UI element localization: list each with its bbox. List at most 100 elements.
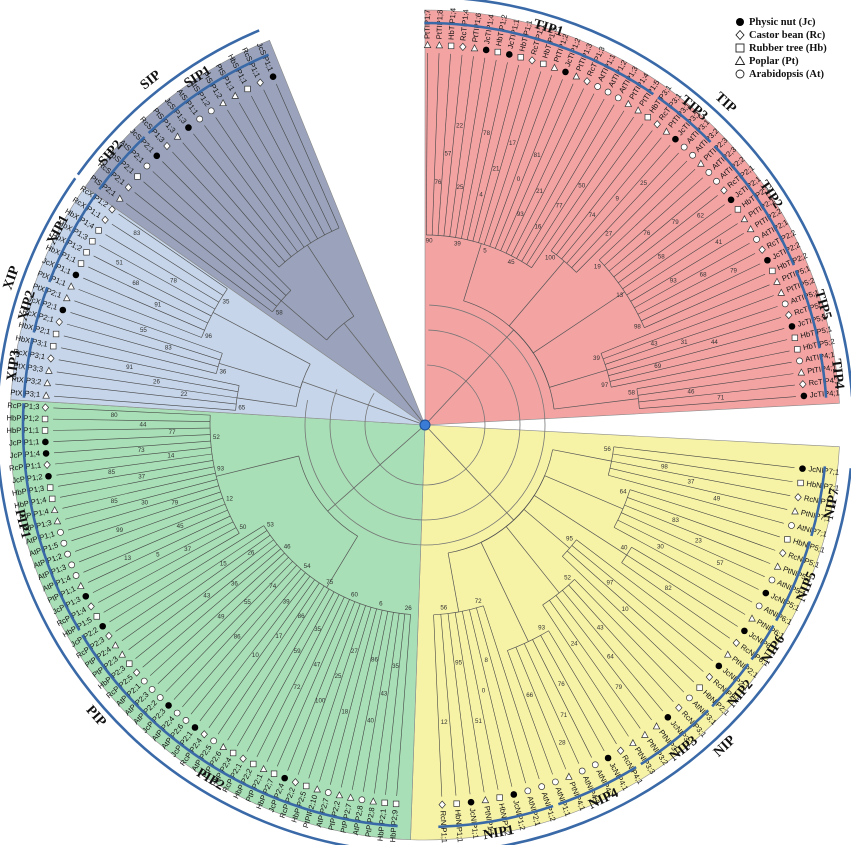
- leaf-branch: [172, 151, 280, 268]
- bootstrap-value: 79: [672, 219, 679, 226]
- bootstrap-value: 44: [140, 421, 147, 428]
- castor-bean-marker: [720, 186, 728, 195]
- leaf-branch: [613, 446, 795, 469]
- leaf-branch: [621, 512, 765, 577]
- clade-branch: [553, 398, 639, 410]
- bootstrap-value: 77: [556, 202, 563, 209]
- poplar-marker: [624, 99, 633, 107]
- bootstrap-value: 0: [482, 687, 486, 694]
- rubber-tree-marker: [494, 48, 501, 56]
- leaf-branch: [566, 145, 671, 264]
- bootstrap-value: 25: [457, 184, 464, 191]
- bootstrap-value: 93: [517, 211, 524, 218]
- arabidopsis-marker: [614, 94, 622, 102]
- tree-branches: [53, 53, 796, 797]
- bootstrap-value: 90: [426, 238, 433, 245]
- leaf-branch: [83, 509, 228, 573]
- physic-nut-marker: [482, 46, 490, 54]
- bootstrap-value: 12: [441, 719, 448, 726]
- leaf-branch: [65, 479, 218, 520]
- bootstrap-value: 50: [578, 182, 585, 189]
- leaf-branch: [609, 339, 788, 382]
- poplar-marker: [76, 581, 85, 589]
- leaf-branch: [476, 607, 526, 784]
- leaf-branch: [78, 289, 202, 338]
- bootstrap-value: 30: [657, 543, 664, 550]
- leaf-branch: [626, 223, 738, 296]
- leaf-branch: [571, 545, 713, 662]
- clade-branch: [281, 300, 327, 341]
- bootstrap-value: 72: [294, 684, 301, 691]
- leaf-branch: [143, 181, 282, 301]
- arabidopsis-marker: [324, 789, 332, 796]
- rubber-tree-marker: [769, 267, 776, 275]
- leaf-branch: [79, 503, 226, 563]
- sector-pip: [9, 399, 426, 841]
- leaf-branch: [385, 613, 406, 795]
- leaf-branch: [75, 497, 223, 552]
- bootstrap-value: 30: [141, 500, 148, 507]
- leaf-branch: [505, 88, 584, 254]
- leaf-branch: [162, 161, 292, 291]
- arabidopsis-marker: [713, 177, 720, 185]
- poplar-marker: [470, 44, 479, 52]
- poplar-marker: [773, 562, 782, 570]
- bootstrap-value: 86: [298, 613, 305, 620]
- bootstrap-value: 82: [665, 585, 672, 592]
- leaf-branch: [549, 600, 641, 729]
- poplar-marker: [662, 127, 671, 135]
- group-branch: [424, 424, 514, 521]
- leaf-branch: [524, 643, 580, 764]
- poplar-marker: [797, 368, 806, 376]
- clade-branch: [534, 495, 627, 556]
- physic-nut-marker: [153, 152, 161, 160]
- bootstrap-value: 71: [560, 712, 567, 719]
- poplar-marker: [369, 797, 378, 805]
- leaf-branch: [115, 530, 268, 632]
- bootstrap-value: 85: [108, 469, 115, 476]
- bootstrap-value: 4: [479, 191, 483, 198]
- castor-bean-marker: [732, 638, 740, 648]
- clade-branch: [523, 509, 570, 549]
- bootstrap-value: 76: [643, 230, 650, 237]
- physic-nut-marker: [45, 472, 52, 480]
- leaf-branch: [500, 83, 574, 251]
- castor-bean-marker: [132, 668, 141, 677]
- leaf-branch: [58, 359, 238, 393]
- bootstrap-labels: 9076572225397842117508193214516775010074…: [108, 123, 737, 747]
- leaf-branch: [208, 579, 315, 728]
- bootstrap-value: 25: [640, 180, 647, 187]
- rubber-tree-marker: [244, 85, 251, 93]
- clade-arc: [298, 455, 328, 512]
- group-branch: [343, 323, 426, 426]
- poplar-marker: [219, 742, 228, 751]
- leaf-branch: [53, 427, 211, 431]
- leaf-branch: [454, 612, 485, 793]
- bootstrap-value: 37: [138, 473, 145, 480]
- poplar-marker: [791, 507, 799, 515]
- leaf-branch: [604, 306, 778, 365]
- arabidopsis-marker: [358, 796, 366, 804]
- rubber-tree-marker: [696, 684, 703, 691]
- rubber-tree-marker: [41, 427, 49, 434]
- poplar-marker: [43, 379, 52, 387]
- bootstrap-value: 35: [223, 299, 230, 306]
- physic-nut-marker: [165, 702, 172, 709]
- leaf-branch: [548, 630, 617, 745]
- subfamily-arc-xip3: [22, 337, 34, 398]
- leaf-branch: [571, 152, 679, 268]
- leaf-branch: [613, 195, 718, 278]
- castor-bean-marker: [758, 245, 766, 254]
- subfamily-arc-nip2: [711, 663, 750, 708]
- bootstrap-value: 45: [177, 523, 184, 530]
- poplar-marker: [219, 98, 227, 107]
- poplar-marker: [777, 288, 786, 296]
- bootstrap-value: 68: [700, 272, 707, 279]
- leaf-branch: [483, 71, 542, 245]
- castor-bean-marker: [785, 310, 793, 320]
- diamond-icon: [735, 29, 745, 41]
- leaf-branch: [478, 67, 531, 243]
- bootstrap-value: 41: [715, 239, 722, 246]
- clade-arc: [343, 315, 355, 324]
- castor-bean-marker: [438, 800, 446, 809]
